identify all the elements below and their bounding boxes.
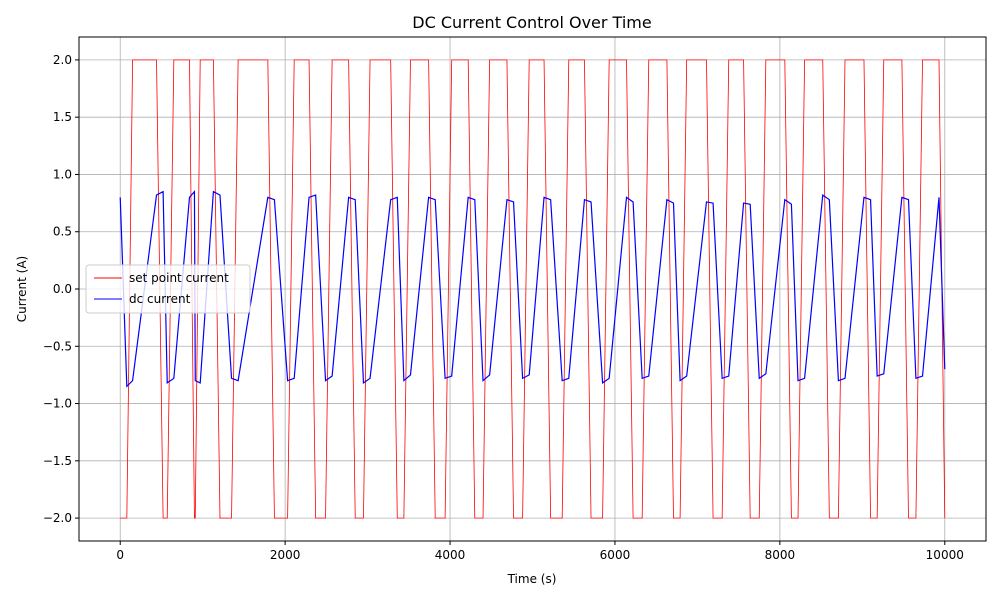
legend-box [85,264,251,314]
x-axis-label: Time (s) [507,572,557,586]
y-tick-label: −0.5 [43,339,72,353]
x-tick-label: 8000 [765,548,796,562]
y-tick-label: 0.5 [53,225,72,239]
y-tick-label: 0.0 [53,282,72,296]
y-tick-label: −1.5 [43,454,72,468]
x-tick-label: 0 [116,548,124,562]
y-tick-label: −2.0 [43,511,72,525]
y-tick-label: 2.0 [53,53,72,67]
series-line [120,59,946,519]
x-tick-label: 2000 [270,548,301,562]
legend: set point current dc current [85,264,251,314]
chart-title: DC Current Control Over Time [412,13,651,32]
x-tick-label: 4000 [435,548,466,562]
legend-label: set point current [129,271,229,285]
x-tick-label: 6000 [600,548,631,562]
y-tick-label: 1.5 [53,110,72,124]
plot-frame [78,36,987,542]
y-axis-label: Current (A) [15,256,29,322]
y-tick-label: 1.0 [53,167,72,181]
x-tick-label: 10000 [926,548,964,562]
y-tick-label: −1.0 [43,397,72,411]
series-line [119,190,946,388]
legend-label: dc current [129,292,191,306]
